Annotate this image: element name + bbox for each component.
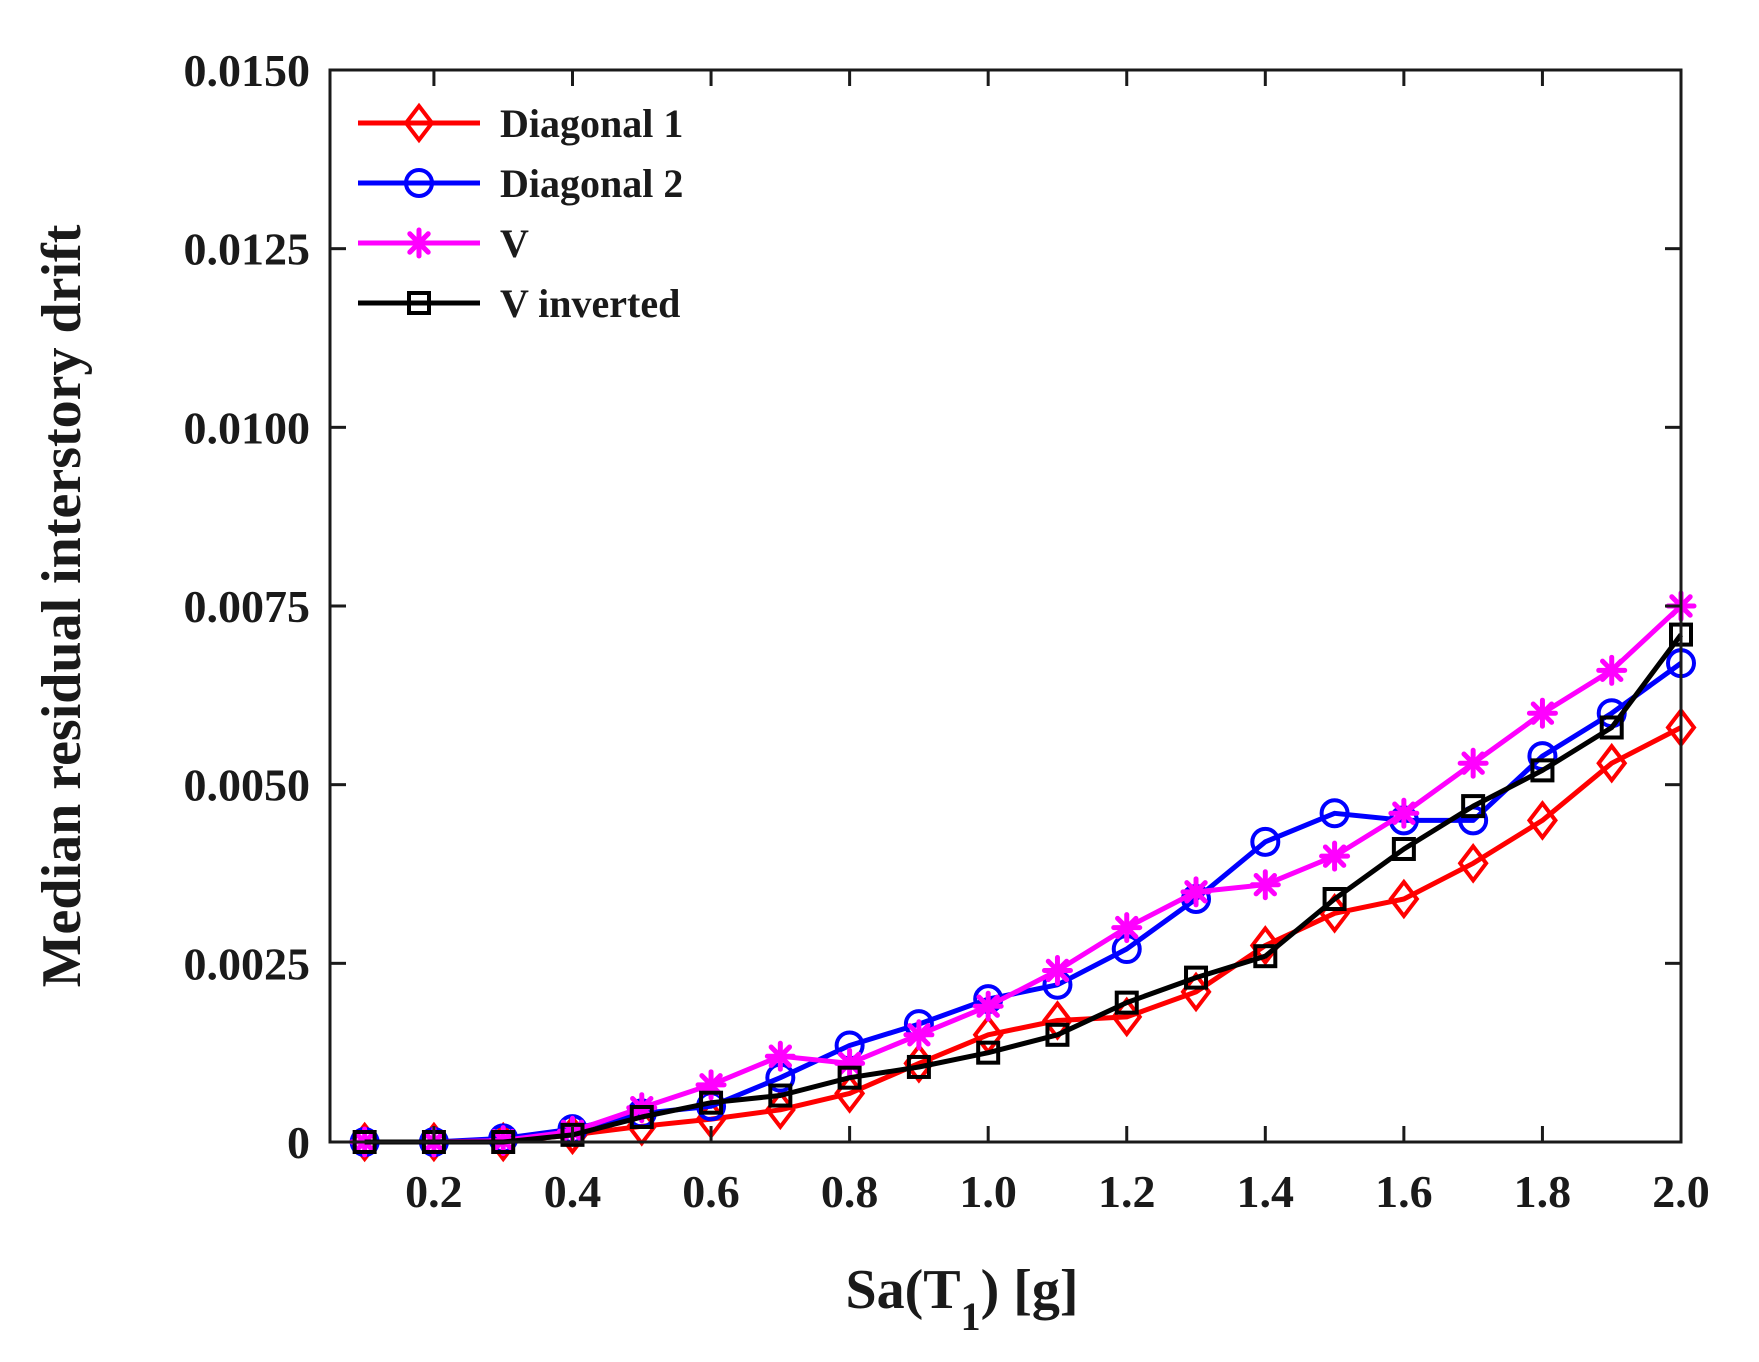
data-point-diagonal-1 [1041,1000,1073,1041]
data-point-v-inverted [1045,1022,1070,1047]
legend-marker [404,168,434,198]
y-tick-label: 0.0075 [184,581,311,632]
data-point-v-inverted [976,1040,1001,1065]
x-tick-label: 2.0 [1652,1166,1710,1217]
legend-entry-v: V [358,221,529,266]
y-tick-label: 0.0100 [184,402,311,453]
tick-layer: 0.2 0.4 0.6 0.8 1.0 1.2 1.4 1.6 1.8 2.0 0 0.0025 0.0… [184,45,1710,1217]
x-axis-title-main: Sa(T [845,1259,960,1321]
data-point-diagonal-2 [1250,826,1281,857]
data-point-v-inverted [768,1083,793,1108]
data-point-v [1388,797,1420,829]
series-layer [349,590,1697,1163]
data-point-diagonal-1 [1457,842,1489,884]
y-tick-label: 0 [287,1117,310,1168]
data-point-v [1041,954,1073,986]
y-tick-label: 0.0025 [184,938,311,989]
data-point-v [972,990,1004,1022]
data-point-v-inverted [1253,944,1278,969]
data-point-v [903,1019,935,1051]
x-axis-title-subscript: 1 [961,1294,981,1339]
legend-label: V [500,221,529,266]
data-point-v-inverted [1322,887,1347,912]
data-point-v-inverted [1599,715,1624,740]
x-tick-label: 1.2 [1098,1166,1156,1217]
legend-entry-diagonal-2: Diagonal 2 [358,161,683,206]
data-point-v-inverted [699,1090,724,1115]
data-point-v-inverted [560,1122,585,1147]
y-tick-label: 0.0125 [184,224,311,275]
legend-marker [407,291,431,315]
x-tick-label: 0.4 [544,1166,602,1217]
data-point-v [1249,869,1281,901]
x-axis-title: Sa(T1) [g] [845,1259,1078,1339]
series-v-inverted [352,622,1693,1154]
legend-marker [403,102,435,144]
data-point-v-inverted [1114,990,1139,1015]
data-point-v-inverted [837,1065,862,1090]
legend-entry-diagonal-1: Diagonal 1 [358,101,683,146]
legend-marker [403,227,435,259]
data-point-v [1319,840,1351,872]
y-axis-title: Median residual interstory drift [31,224,93,987]
y-tick-label: 0.0050 [184,760,311,811]
data-point-v [764,1040,796,1072]
data-point-v [1596,654,1628,686]
data-point-v-inverted [906,1054,931,1079]
legend-label: V inverted [500,281,680,326]
x-tick-label: 1.4 [1237,1166,1295,1217]
data-point-v-inverted [1530,758,1555,783]
legend-label: Diagonal 1 [500,101,683,146]
data-point-diagonal-1 [1388,878,1420,920]
data-point-v [1111,912,1143,944]
data-point-v [1180,876,1212,908]
legend: Diagonal 1 Diagonal 2 V V inverted [358,101,683,326]
x-axis-title-tail: ) [g] [981,1259,1079,1321]
data-point-diagonal-1 [1249,925,1281,966]
data-point-diagonal-2 [1319,798,1350,829]
data-point-v-inverted [1184,965,1209,990]
x-tick-label: 0.6 [682,1166,740,1217]
x-tick-label: 0.8 [821,1166,879,1217]
legend-entry-v-inverted: V inverted [358,281,680,326]
data-point-v-inverted [1461,794,1486,819]
x-tick-label: 1.0 [959,1166,1017,1217]
data-point-v [1526,697,1558,729]
x-tick-label: 1.6 [1375,1166,1433,1217]
data-point-v-inverted [629,1104,654,1129]
data-point-v-inverted [1391,836,1416,861]
x-tick-label: 1.8 [1514,1166,1572,1217]
data-point-v [1457,747,1489,779]
x-tick-label: 0.2 [405,1166,463,1217]
y-tick-label: 0.0150 [184,45,311,96]
data-point-diagonal-1 [1526,800,1558,841]
data-point-diagonal-1 [1596,742,1628,784]
legend-label: Diagonal 2 [500,161,683,206]
